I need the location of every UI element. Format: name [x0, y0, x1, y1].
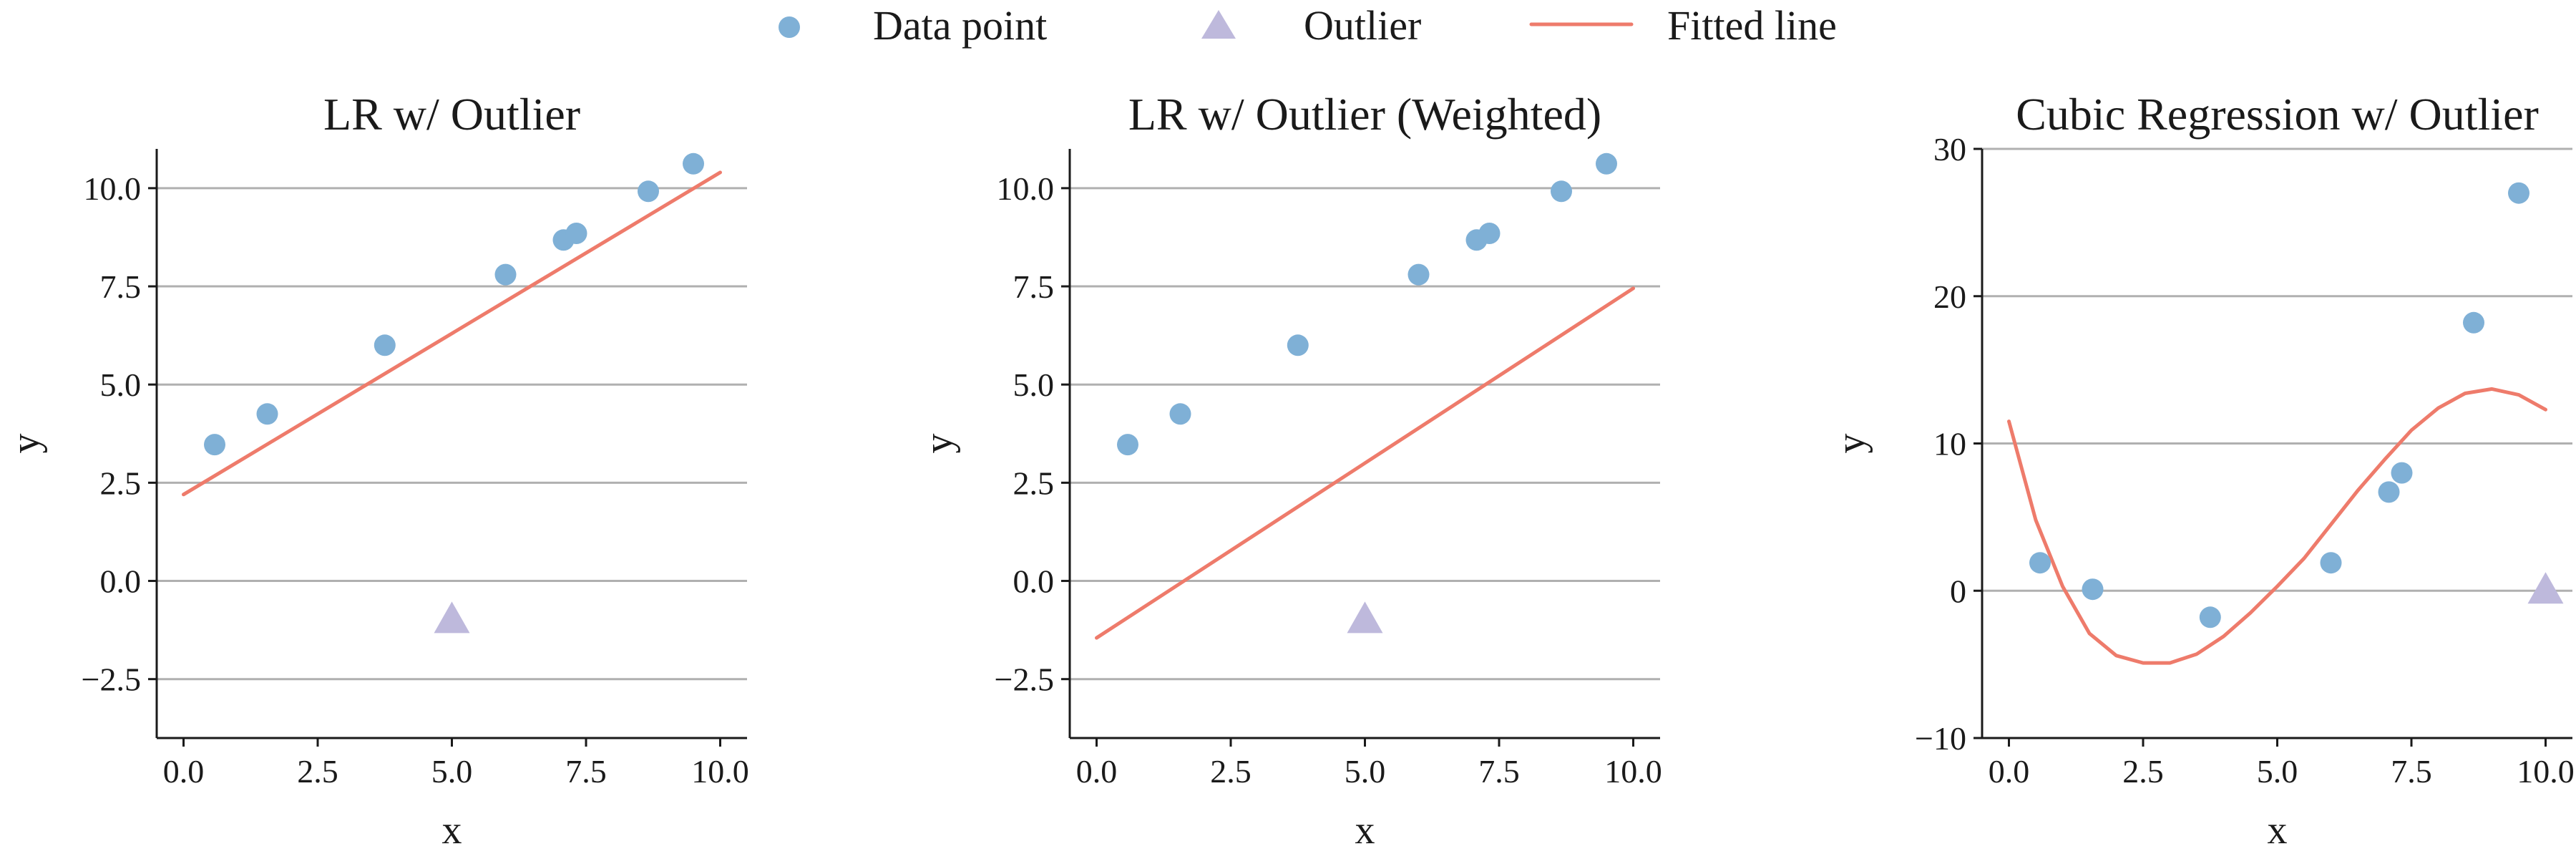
chart-title: Cubic Regression w/ Outlier [2016, 89, 2539, 140]
outlier-point [434, 601, 470, 634]
x-tick-label: 2.5 [297, 753, 338, 790]
legend-data-point-label: Data point [873, 2, 1047, 49]
y-axis-label: y [4, 434, 48, 454]
x-tick-label: 0.0 [1989, 753, 2030, 790]
outlier-point [2527, 572, 2564, 604]
y-axis-label: y [1829, 434, 1873, 454]
x-tick-label: 5.0 [2257, 753, 2298, 790]
chart-title: LR w/ Outlier (Weighted) [1128, 89, 1601, 140]
legend-outlier-marker [1201, 10, 1236, 39]
x-tick-label: 7.5 [2391, 753, 2432, 790]
chart-panel-3: −10 0 10 20 30 0.0 2.5 5.0 7.5 10.0 Cubic Regressi… [1829, 89, 2575, 853]
data-point [638, 180, 659, 203]
data-point [2508, 182, 2529, 204]
data-point [2029, 552, 2051, 574]
y-tick-label: 5.0 [100, 367, 142, 403]
data-point [683, 152, 704, 175]
y-tick-label: 7.5 [1013, 268, 1055, 305]
data-point [2378, 481, 2400, 503]
data-point [2199, 606, 2221, 629]
x-tick-label: 10.0 [1604, 753, 1662, 790]
chart-title: LR w/ Outlier [323, 89, 580, 140]
legend-data-point-marker [779, 16, 800, 38]
x-tick-label: 5.0 [1345, 753, 1386, 790]
x-tick-label: 7.5 [1478, 753, 1520, 790]
fitted-line [1095, 286, 1635, 640]
data-point [2391, 462, 2413, 484]
y-tick-label: 10 [1933, 426, 1966, 462]
outlier-point [1347, 601, 1383, 634]
data-point [1287, 334, 1309, 356]
data-point [2320, 552, 2342, 574]
chart-panel-1: −2.5 0.0 2.5 5.0 7.5 10.0 0.0 2.5 5.0 7.5 10.0 LR w… [4, 89, 749, 853]
data-point [204, 434, 225, 456]
data-point [1551, 180, 1572, 203]
x-tick-label: 2.5 [1210, 753, 1252, 790]
x-tick-label: 10.0 [691, 753, 749, 790]
legend-fitted-line-label: Fitted line [1667, 2, 1837, 49]
legend-outlier-label: Outlier [1304, 2, 1421, 49]
y-tick-label: 7.5 [100, 268, 142, 305]
panels: −2.5 0.0 2.5 5.0 7.5 10.0 0.0 2.5 5.0 7.5 10.0 LR w… [4, 89, 2575, 853]
data-point [1596, 152, 1617, 175]
data-point [1478, 223, 1501, 244]
fitted-line [182, 170, 722, 497]
y-axis-label: y [917, 434, 961, 454]
data-point [256, 403, 278, 425]
y-tick-label: 0 [1950, 573, 1966, 609]
data-point [565, 223, 587, 244]
y-tick-label: −10 [1915, 720, 1966, 757]
x-tick-label: 2.5 [2122, 753, 2164, 790]
y-tick-label: 10.0 [997, 170, 1055, 207]
data-point [1407, 263, 1430, 286]
data-point [2463, 311, 2484, 334]
x-tick-label: 10.0 [2517, 753, 2575, 790]
chart-panel-2: −2.5 0.0 2.5 5.0 7.5 10.0 0.0 2.5 5.0 7.5 10.0 LR w… [917, 89, 1662, 853]
y-tick-label: 2.5 [100, 465, 142, 501]
y-tick-label: 5.0 [1013, 367, 1055, 403]
y-tick-label: 10.0 [84, 170, 142, 207]
x-axis-label: x [1355, 808, 1375, 853]
x-tick-label: 0.0 [1076, 753, 1118, 790]
fitted-line [2007, 387, 2547, 665]
x-tick-label: 0.0 [163, 753, 205, 790]
y-tick-label: 0.0 [100, 563, 142, 600]
x-axis-label: x [2268, 808, 2288, 853]
x-tick-label: 7.5 [565, 753, 607, 790]
y-tick-label: 30 [1933, 131, 1966, 168]
x-tick-label: 5.0 [431, 753, 473, 790]
y-tick-label: 0.0 [1013, 563, 1055, 600]
y-tick-label: 20 [1933, 278, 1966, 315]
legend: Data point Outlier Fitted line [779, 2, 1837, 49]
data-point [2082, 578, 2104, 601]
data-point [374, 334, 396, 356]
y-tick-label: −2.5 [82, 661, 141, 698]
data-point [1117, 434, 1138, 456]
y-tick-label: 2.5 [1013, 465, 1055, 501]
x-axis-label: x [442, 808, 462, 853]
data-point [1169, 403, 1191, 425]
y-tick-label: −2.5 [995, 661, 1054, 698]
data-point [494, 263, 517, 286]
